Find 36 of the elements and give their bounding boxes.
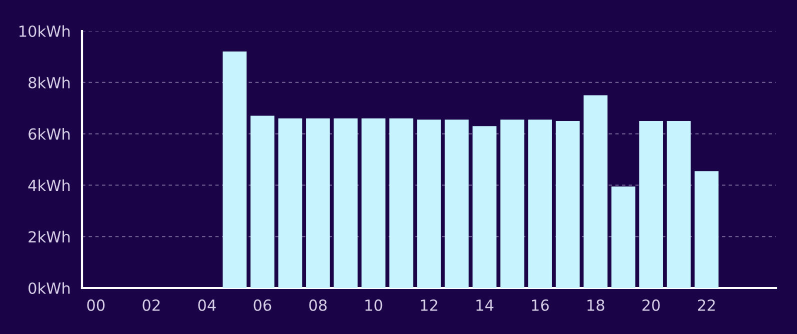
bar — [362, 118, 386, 288]
bar — [666, 120, 691, 288]
bar — [584, 95, 608, 288]
bar — [528, 120, 552, 288]
x-tick-label: 00 — [87, 299, 105, 311]
x-tick-label: 06 — [254, 299, 272, 311]
y-tick-label: 2kWh — [28, 230, 70, 242]
y-tick-label: 0kWh — [28, 282, 70, 294]
bar — [611, 186, 636, 288]
bar — [278, 118, 302, 288]
x-tick-label: 20 — [642, 299, 660, 311]
bar — [250, 116, 274, 288]
x-tick-label: 12 — [420, 299, 438, 311]
bar — [639, 120, 664, 288]
bar — [334, 118, 358, 288]
x-tick-label: 14 — [476, 300, 494, 311]
bar — [500, 120, 524, 288]
x-tick-label: 10 — [365, 299, 382, 311]
x-tick-label: 18 — [588, 299, 604, 311]
x-tick-label: 04 — [198, 299, 216, 311]
x-tick-label: 22 — [698, 299, 715, 311]
bar — [556, 120, 580, 288]
y-tick-label: 8kWh — [28, 76, 70, 88]
y-tick-label: 6kWh — [28, 128, 70, 140]
bar — [444, 120, 469, 288]
y-tick-label: 10kWh — [19, 25, 70, 38]
x-tick-label: 16 — [532, 299, 549, 311]
bar — [694, 171, 719, 288]
bar — [472, 126, 496, 288]
x-tick-label: 08 — [309, 299, 327, 311]
bar — [389, 118, 414, 288]
bar — [222, 52, 247, 288]
bar — [417, 120, 441, 288]
bar — [306, 118, 330, 288]
y-tick-label: 4kWh — [28, 179, 70, 192]
x-tick-label: 02 — [142, 299, 160, 311]
